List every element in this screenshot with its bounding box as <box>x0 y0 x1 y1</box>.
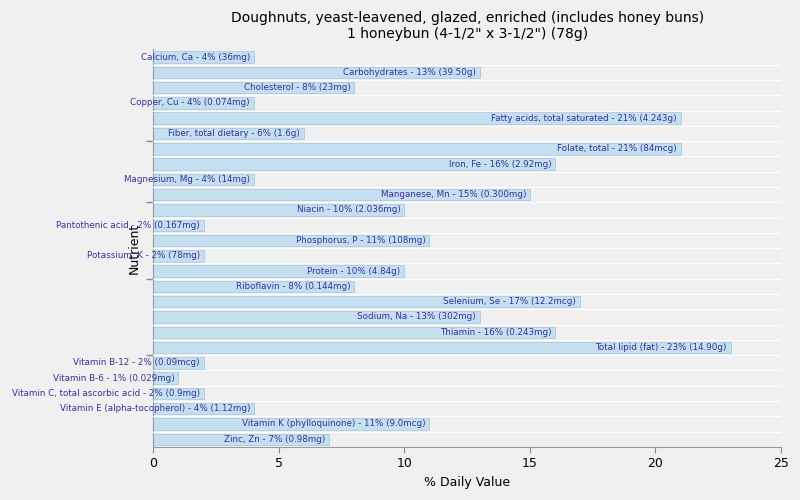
Title: Doughnuts, yeast-leavened, glazed, enriched (includes honey buns)
1 honeybun (4-: Doughnuts, yeast-leavened, glazed, enric… <box>230 11 704 42</box>
Text: Vitamin K (phylloquinone) - 11% (9.0mcg): Vitamin K (phylloquinone) - 11% (9.0mcg) <box>242 420 426 428</box>
Bar <box>154 112 681 124</box>
Text: Phosphorus, P - 11% (108mg): Phosphorus, P - 11% (108mg) <box>296 236 426 245</box>
Text: Pantothenic acid - 2% (0.167mg): Pantothenic acid - 2% (0.167mg) <box>56 220 200 230</box>
Bar <box>154 388 203 399</box>
Bar <box>154 235 430 246</box>
Text: Vitamin C, total ascorbic acid - 2% (0.9mg): Vitamin C, total ascorbic acid - 2% (0.9… <box>12 389 200 398</box>
Bar <box>154 434 329 445</box>
Bar <box>154 204 404 216</box>
Bar <box>154 311 480 322</box>
Bar <box>154 326 555 338</box>
Text: Copper, Cu - 4% (0.074mg): Copper, Cu - 4% (0.074mg) <box>130 98 250 108</box>
Text: Zinc, Zn - 7% (0.98mg): Zinc, Zn - 7% (0.98mg) <box>224 435 326 444</box>
Bar <box>154 158 555 170</box>
Text: Sodium, Na - 13% (302mg): Sodium, Na - 13% (302mg) <box>357 312 476 322</box>
Text: Iron, Fe - 16% (2.92mg): Iron, Fe - 16% (2.92mg) <box>449 160 551 168</box>
Bar <box>154 372 178 384</box>
Bar <box>154 128 304 139</box>
Text: Vitamin B-12 - 2% (0.09mcg): Vitamin B-12 - 2% (0.09mcg) <box>73 358 200 368</box>
Bar <box>154 220 203 231</box>
Bar <box>154 403 254 414</box>
Bar <box>154 342 730 353</box>
Bar <box>154 174 254 185</box>
Text: Fiber, total dietary - 6% (1.6g): Fiber, total dietary - 6% (1.6g) <box>168 129 300 138</box>
Text: Magnesium, Mg - 4% (14mg): Magnesium, Mg - 4% (14mg) <box>124 175 250 184</box>
Text: Selenium, Se - 17% (12.2mcg): Selenium, Se - 17% (12.2mcg) <box>443 297 576 306</box>
X-axis label: % Daily Value: % Daily Value <box>424 476 510 489</box>
Bar <box>154 52 254 63</box>
Text: Niacin - 10% (2.036mg): Niacin - 10% (2.036mg) <box>297 206 401 214</box>
Text: Fatty acids, total saturated - 21% (4.243g): Fatty acids, total saturated - 21% (4.24… <box>491 114 677 122</box>
Text: Riboflavin - 8% (0.144mg): Riboflavin - 8% (0.144mg) <box>236 282 350 291</box>
Bar <box>154 189 530 200</box>
Bar <box>154 418 430 430</box>
Y-axis label: Nutrient: Nutrient <box>128 222 141 274</box>
Bar <box>154 97 254 108</box>
Text: Thiamin - 16% (0.243mg): Thiamin - 16% (0.243mg) <box>440 328 551 337</box>
Bar <box>154 296 580 308</box>
Bar <box>154 280 354 292</box>
Bar <box>154 250 203 262</box>
Text: Potassium, K - 2% (78mg): Potassium, K - 2% (78mg) <box>86 252 200 260</box>
Text: Carbohydrates - 13% (39.50g): Carbohydrates - 13% (39.50g) <box>343 68 476 77</box>
Text: Protein - 10% (4.84g): Protein - 10% (4.84g) <box>307 266 401 276</box>
Text: Vitamin E (alpha-tocopherol) - 4% (1.12mg): Vitamin E (alpha-tocopherol) - 4% (1.12m… <box>59 404 250 413</box>
Text: Manganese, Mn - 15% (0.300mg): Manganese, Mn - 15% (0.300mg) <box>381 190 526 199</box>
Bar <box>154 357 203 368</box>
Text: Folate, total - 21% (84mcg): Folate, total - 21% (84mcg) <box>557 144 677 154</box>
Text: Cholesterol - 8% (23mg): Cholesterol - 8% (23mg) <box>243 83 350 92</box>
Bar <box>154 266 404 277</box>
Text: Total lipid (fat) - 23% (14.90g): Total lipid (fat) - 23% (14.90g) <box>595 343 727 352</box>
Bar <box>154 143 681 154</box>
Bar <box>154 66 480 78</box>
Text: Calcium, Ca - 4% (36mg): Calcium, Ca - 4% (36mg) <box>141 52 250 62</box>
Text: Vitamin B-6 - 1% (0.029mg): Vitamin B-6 - 1% (0.029mg) <box>53 374 174 382</box>
Bar <box>154 82 354 94</box>
